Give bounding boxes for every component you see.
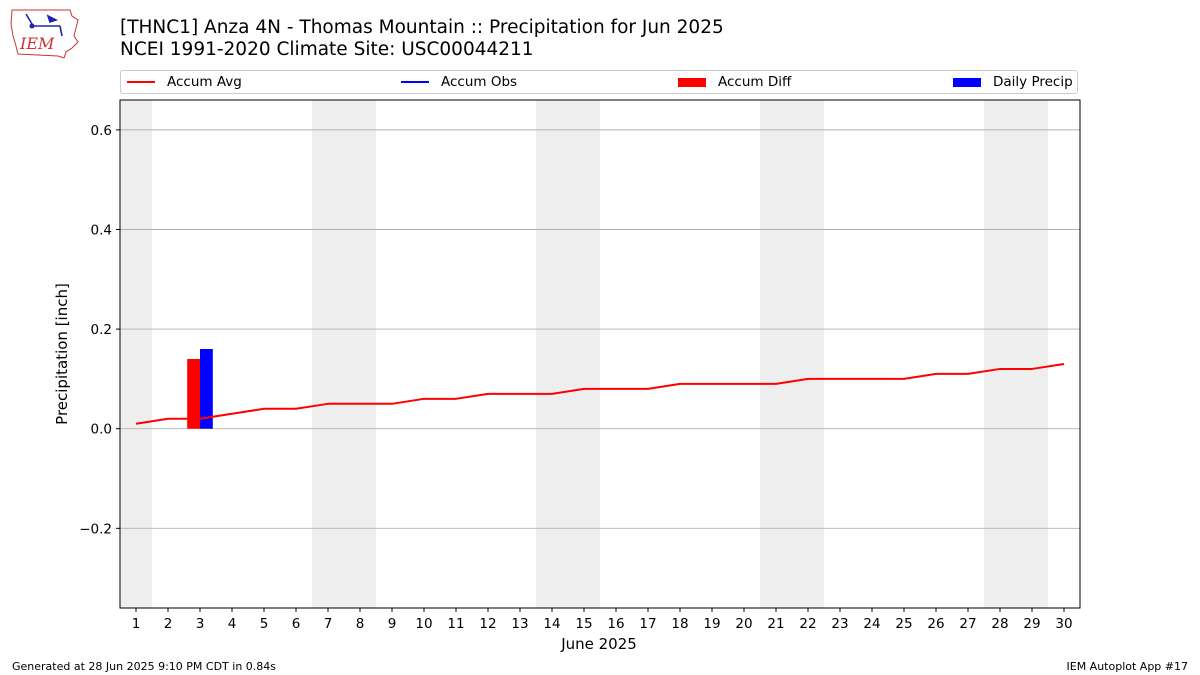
x-tick-label: 30 [1055, 616, 1072, 632]
chart-subtitle: NCEI 1991-2020 Climate Site: USC00044211 [120, 39, 534, 60]
weekend-band [760, 100, 792, 608]
x-tick-label: 7 [324, 616, 333, 632]
gridlines [120, 129, 1080, 529]
x-axis-label: June 2025 [560, 635, 637, 653]
legend: Accum Avg Accum Obs Accum Diff Daily Pre… [120, 70, 1078, 94]
accum-diff-bar [187, 358, 200, 429]
y-tick-label: 0.0 [91, 422, 112, 438]
legend-item-accum-obs: Accum Obs [401, 71, 517, 93]
legend-swatch-accum-avg [127, 81, 155, 83]
x-tick-label: 14 [543, 616, 560, 632]
weekend-band [312, 100, 344, 608]
weekend-band [792, 100, 824, 608]
x-tick-label: 16 [607, 616, 624, 632]
x-tick-label: 23 [831, 616, 848, 632]
chart-title: [THNC1] Anza 4N - Thomas Mountain :: Pre… [120, 17, 724, 38]
iem-logo: IEM [10, 9, 79, 59]
y-tick-label: 0.6 [91, 123, 112, 139]
x-tick-label: 12 [479, 616, 496, 632]
bars [187, 349, 213, 429]
logo-text: IEM [19, 34, 55, 53]
x-tick-label: 10 [415, 616, 432, 632]
legend-label-accum-obs: Accum Obs [441, 74, 518, 90]
x-tick-label: 13 [511, 616, 528, 632]
x-tick-label: 9 [388, 616, 397, 632]
x-tick-label: 15 [575, 616, 592, 632]
weekend-bands [120, 100, 1048, 608]
legend-item-accum-diff: Accum Diff [678, 71, 791, 93]
legend-item-daily-precip: Daily Precip [953, 71, 1073, 93]
series-lines [135, 362, 1065, 425]
x-tick-label: 5 [260, 616, 269, 632]
legend-swatch-accum-diff [678, 77, 706, 87]
x-tick-label: 22 [799, 616, 816, 632]
plot-frame [119, 99, 1081, 609]
weekend-band [120, 100, 152, 608]
x-tick-label: 4 [228, 616, 237, 632]
x-tick-label: 19 [703, 616, 720, 632]
legend-swatch-daily-precip [953, 77, 981, 87]
x-tick-label: 26 [927, 616, 944, 632]
legend-label-accum-avg: Accum Avg [167, 74, 242, 90]
y-tick-label: −0.2 [79, 521, 112, 537]
accum-avg-line [135, 362, 1065, 425]
y-tick-label: 0.4 [91, 222, 112, 238]
x-tick-label: 8 [356, 616, 365, 632]
weekend-band [984, 100, 1016, 608]
daily-precip-bar [200, 349, 213, 429]
legend-label-accum-diff: Accum Diff [718, 74, 792, 90]
legend-label-daily-precip: Daily Precip [993, 74, 1073, 90]
x-tick-label: 27 [959, 616, 976, 632]
weekend-band [536, 100, 568, 608]
footer-generated: Generated at 28 Jun 2025 9:10 PM CDT in … [12, 660, 277, 673]
weekend-band [1016, 100, 1048, 608]
y-axis-label: Precipitation [inch] [53, 283, 71, 425]
x-tick-label: 6 [292, 616, 301, 632]
x-tick-label: 24 [863, 616, 880, 632]
legend-swatch-accum-obs [401, 81, 429, 83]
x-tick-label: 17 [639, 616, 656, 632]
x-tick-label: 29 [1023, 616, 1040, 632]
x-tick-label: 21 [767, 616, 784, 632]
x-tick-label: 2 [164, 616, 173, 632]
x-tick-label: 3 [196, 616, 205, 632]
x-tick-label: 25 [895, 616, 912, 632]
x-tick-label: 1 [132, 616, 141, 632]
y-tick-label: 0.2 [91, 322, 112, 338]
x-tick-label: 28 [991, 616, 1008, 632]
legend-item-accum-avg: Accum Avg [127, 71, 242, 93]
axes: −0.20.00.20.40.61 2 3 4 5 6 7 8 9 10 11 12 13 14 15 16 1… [79, 99, 1081, 632]
x-tick-label: 20 [735, 616, 752, 632]
weekend-band [344, 100, 376, 608]
weekend-band [568, 100, 600, 608]
x-tick-label: 11 [447, 616, 464, 632]
x-tick-label: 18 [671, 616, 688, 632]
footer-app: IEM Autoplot App #17 [1066, 660, 1189, 673]
